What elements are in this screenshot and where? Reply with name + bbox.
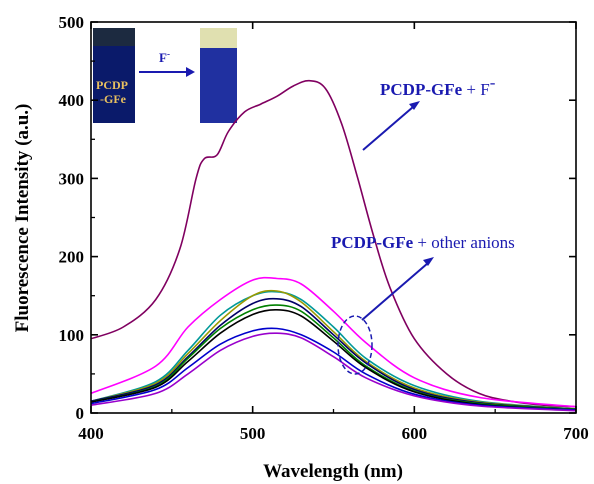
inset-arrow-label: F-: [159, 49, 170, 65]
series-line-2: [90, 276, 577, 408]
annotation-other-anions: PCDP-GFe + other anions: [331, 233, 515, 375]
inset-photo: PCDP -GFe F-: [93, 28, 237, 123]
series-line-7: [90, 308, 577, 411]
y-tick-label-3: 200: [59, 248, 85, 267]
y-tick-label-6: 500: [59, 13, 85, 32]
y-axis-title: Fluorescence Intensity (a.u.): [12, 104, 33, 333]
x-tick-label-2: 500: [240, 424, 266, 443]
annotation-other-anions-arrowhead: [423, 257, 434, 266]
inset-arrow-head: [186, 67, 195, 77]
annotation-fluoride-arrow: [362, 106, 414, 151]
vial-before-label-2: -GFe: [100, 92, 127, 106]
y-tick-label-4: 300: [59, 169, 85, 188]
annotation-other-anions-label: PCDP-GFe + other anions: [331, 233, 515, 252]
annotation-fluoride-label: PCDP-GFe + F-: [380, 73, 496, 99]
series-line-4: [90, 289, 577, 410]
series-line-8: [90, 327, 577, 411]
x-tick-label-3: 600: [402, 424, 428, 443]
y-tick-label-5: 400: [59, 91, 85, 110]
series-line-9: [90, 332, 577, 412]
x-axis-title: Wavelength (nm): [263, 461, 403, 482]
annotation-ellipse: [337, 315, 373, 375]
axes: 400 500 600 700 0 100 200 300 400 500: [59, 13, 589, 443]
series-line-5: [90, 297, 577, 410]
annotation-fluoride: PCDP-GFe + F-: [362, 73, 496, 151]
x-tick-label-4: 700: [563, 424, 589, 443]
y-tick-label-1: 0: [76, 404, 85, 423]
plot-frame: [90, 21, 577, 414]
series-line-3: [90, 290, 577, 410]
series-curves: [90, 79, 577, 412]
series-line-1: [90, 79, 577, 408]
vial-before-top: [93, 28, 135, 46]
y-tick-label-2: 100: [59, 326, 85, 345]
annotation-fluoride-arrowhead: [409, 101, 420, 110]
vial-after-top: [200, 28, 237, 48]
vial-before-label-1: PCDP: [96, 78, 128, 92]
annotation-other-anions-arrow: [361, 262, 429, 321]
x-tick-label-1: 400: [78, 424, 104, 443]
